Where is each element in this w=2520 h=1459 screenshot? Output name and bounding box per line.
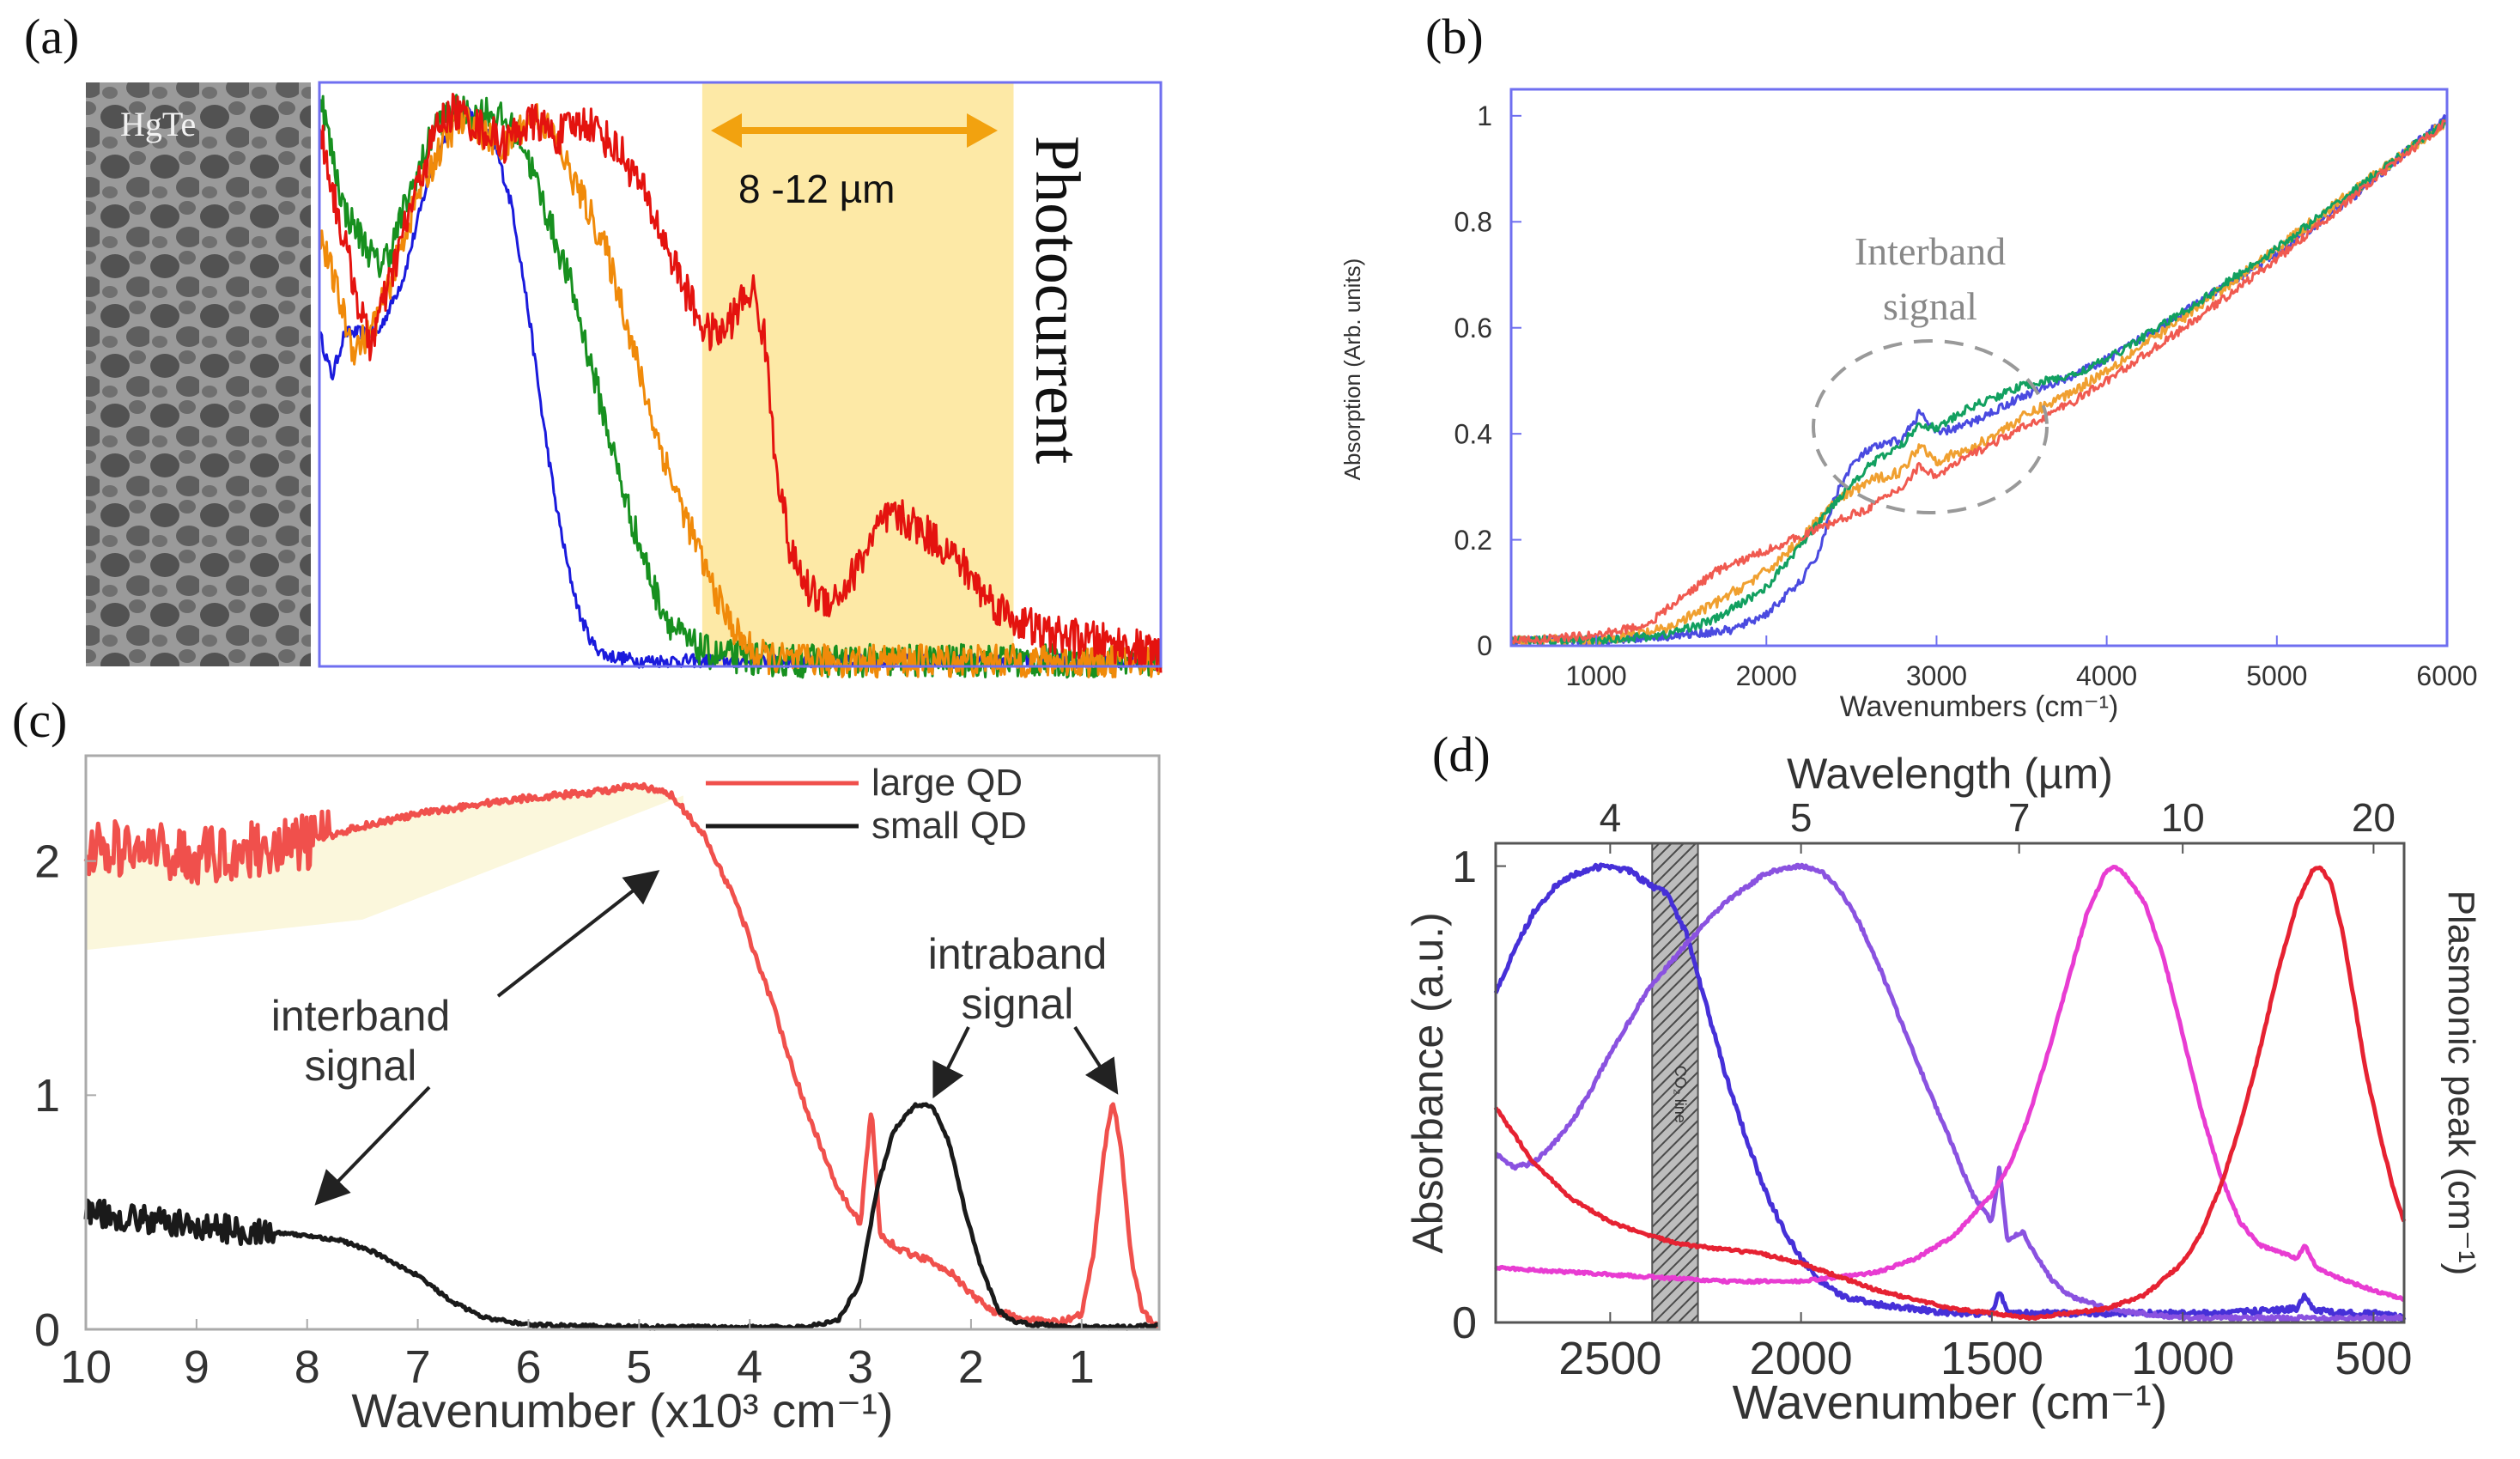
y-tick-label: 0 xyxy=(34,1304,60,1356)
panel-a: (a) HgTe 8 -12 µm Photocurrent xyxy=(24,9,1163,679)
series-b-orange xyxy=(1509,119,2449,647)
x-tick-label: 2000 xyxy=(1750,1333,1853,1384)
intraband-label-line2: signal xyxy=(962,980,1074,1028)
x-tick-label: 4 xyxy=(737,1341,762,1393)
photocurrent-label: Photocurrent xyxy=(1022,136,1092,465)
series-b-red xyxy=(1509,119,2448,645)
annotation-arrows xyxy=(314,870,1119,1206)
x-tick-label: 9 xyxy=(184,1341,209,1393)
band-range-arrow xyxy=(711,113,998,148)
series-c-small-qd xyxy=(83,1102,1161,1331)
interband-circle xyxy=(1812,339,2049,514)
y-tick-label: 1 xyxy=(1452,842,1477,892)
y-tick-label: 0.2 xyxy=(1454,525,1492,556)
y-tick-label: 0 xyxy=(1452,1298,1477,1348)
x-tick-label: 2000 xyxy=(1736,660,1797,691)
band-label: 8 -12 µm xyxy=(738,167,895,211)
x-tick-label: 2 xyxy=(958,1341,984,1393)
x-tick-label: 4000 xyxy=(2076,660,2137,691)
co2-line-label: CO₂ line xyxy=(1672,1066,1689,1123)
x-tick-label: 6 xyxy=(515,1341,541,1393)
x-tick-label: 500 xyxy=(2335,1333,2412,1384)
x-tick-label: 1 xyxy=(1069,1341,1095,1393)
y-tick-label: 0.6 xyxy=(1454,313,1492,343)
intraband-label-line1: intraband xyxy=(928,930,1108,978)
series-b-green xyxy=(1510,119,2449,647)
y-tick-label: 1 xyxy=(34,1070,60,1122)
chart-d-ylabel: Absorbance (a.u.) xyxy=(1404,912,1452,1253)
chart-b-frame xyxy=(1509,88,2449,647)
legend-large-qd: large QD xyxy=(871,762,1023,804)
series-c-large-qd xyxy=(83,781,1161,1330)
interband-annotation-line1: Interband xyxy=(1855,229,2006,273)
x-tick-label: 2500 xyxy=(1558,1333,1661,1384)
chart-d-xlabel: Wavenumber (cm⁻¹) xyxy=(1733,1375,2168,1429)
panel-a-label: (a) xyxy=(24,9,79,64)
x-tick-label: 1500 xyxy=(1940,1333,2043,1384)
y-tick-label: 1 xyxy=(1477,100,1492,131)
y-tick-label: 0 xyxy=(1477,630,1492,661)
chart-d-ylabel-right: Plasmonic peak (cm⁻¹) xyxy=(2440,891,2482,1276)
chart-b-ylabel: Absorption (Arb. units) xyxy=(1339,258,1365,481)
top-tick-label: 5 xyxy=(1790,795,1813,840)
arrow-interband-down xyxy=(314,1085,431,1206)
x-tick-label: 7 xyxy=(405,1341,431,1393)
chart-d-frame xyxy=(1494,842,2406,1324)
top-tick-label: 20 xyxy=(2352,795,2396,840)
top-tick-label: 4 xyxy=(1600,795,1622,840)
chart-d-top-xlabel: Wavelength (µm) xyxy=(1787,750,2113,798)
y-tick-label: 0.8 xyxy=(1454,206,1492,237)
legend-small-qd: small QD xyxy=(871,805,1027,847)
x-tick-label: 5 xyxy=(626,1341,652,1393)
y-tick-label: 0.4 xyxy=(1454,418,1492,449)
series-a-red xyxy=(318,93,1163,673)
interband-label-line2: signal xyxy=(305,1042,417,1090)
chart-c-xlabel: Wavenumber (x10³ cm⁻¹) xyxy=(351,1383,893,1438)
chart-c-frame xyxy=(84,754,1161,1331)
chart-a-frame xyxy=(318,81,1163,668)
arrow-intraband-right xyxy=(1073,1025,1119,1095)
x-tick-label: 10 xyxy=(60,1341,112,1393)
x-tick-label: 1000 xyxy=(1565,660,1626,691)
chart-c-legend: large QD small QD xyxy=(706,762,1027,847)
hgte-label: HgTe xyxy=(120,105,196,143)
x-tick-label: 1000 xyxy=(2131,1333,2234,1384)
panel-b-label: (b) xyxy=(1425,9,1484,64)
x-tick-label: 3000 xyxy=(1906,660,1967,691)
x-tick-label: 6000 xyxy=(2416,660,2477,691)
series-d-red xyxy=(1493,865,2407,1322)
series-b-blue xyxy=(1509,114,2449,647)
panel-b: (b) 1000 2000 3000 4000 5000 6000 0 0.2 0.4 0.6 0… xyxy=(1339,9,2478,723)
x-tick-label: 5000 xyxy=(2246,660,2307,691)
top-tick-label: 10 xyxy=(2161,795,2205,840)
chart-b-xlabel: Wavenumbers (cm⁻¹) xyxy=(1840,690,2119,723)
arrow-interband-up xyxy=(496,870,660,998)
series-d-magenta xyxy=(1494,865,2406,1303)
interband-annotation-line2: signal xyxy=(1883,284,1977,328)
series-d-violet xyxy=(1494,862,2405,1322)
x-tick-label: 3 xyxy=(847,1341,873,1393)
x-tick-label: 8 xyxy=(295,1341,320,1393)
panel-c: (c) 10 9 8 7 6 5 4 3 2 1 0 1 2 Wavenumber (x10³ cm⁻… xyxy=(12,692,1161,1438)
large-qd-shading xyxy=(86,787,683,951)
interband-label-line1: interband xyxy=(271,992,451,1040)
panel-c-label: (c) xyxy=(12,692,67,748)
panel-d-label: (d) xyxy=(1432,726,1491,782)
top-tick-label: 7 xyxy=(2008,795,2031,840)
panel-d: (d) CO₂ line 2500 2000 1500 1000 500 4 5 7 10 20… xyxy=(1404,726,2482,1429)
hgte-tem-image xyxy=(86,82,311,666)
y-tick-label: 2 xyxy=(34,836,60,888)
arrow-intraband-left xyxy=(932,1026,970,1099)
series-d-blue xyxy=(1493,862,2407,1322)
